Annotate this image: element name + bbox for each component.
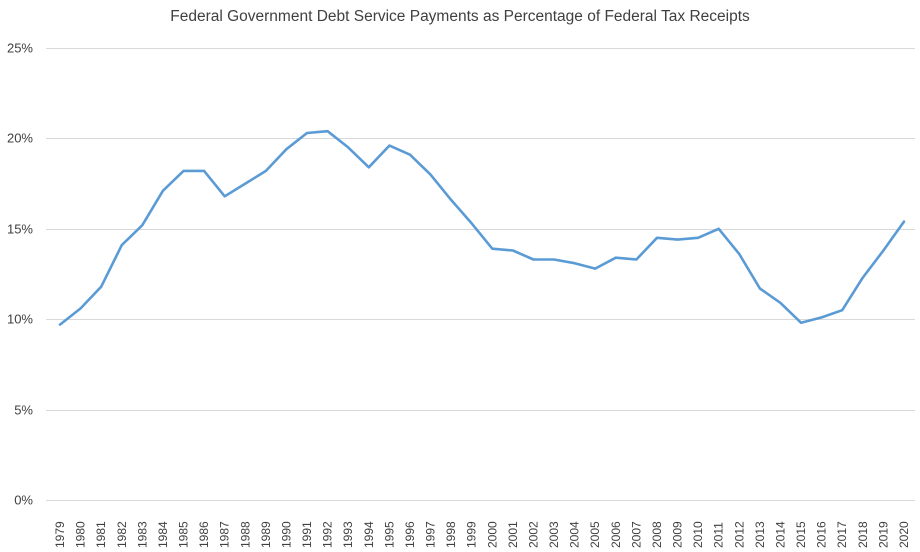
x-tick-label: 1997 <box>424 521 438 548</box>
x-tick-label: 2005 <box>588 521 602 548</box>
y-tick-label: 5% <box>14 403 33 418</box>
x-tick-label: 2020 <box>897 521 911 548</box>
x-tick-label: 2004 <box>568 521 582 548</box>
x-tick-label: 2000 <box>485 521 499 548</box>
x-tick-label: 2003 <box>547 521 561 548</box>
x-tick-label: 1982 <box>115 521 129 548</box>
x-tick-label: 2001 <box>506 521 520 548</box>
x-tick-label: 2014 <box>773 521 787 548</box>
x-tick-label: 1988 <box>238 521 252 548</box>
x-tick-label: 1989 <box>259 521 273 548</box>
y-tick-label: 10% <box>7 312 33 327</box>
x-tick-label: 1983 <box>135 521 149 548</box>
y-tick-label: 20% <box>7 131 33 146</box>
x-tick-label: 1995 <box>382 521 396 548</box>
x-tick-label: 1991 <box>300 521 314 548</box>
x-tick-label: 1986 <box>197 521 211 548</box>
x-tick-label: 2007 <box>629 521 643 548</box>
x-axis-tick-labels: 1979 1980 1981 1982 1983 1984 1985 1986 1987 1988… <box>53 521 911 548</box>
y-tick-label: 25% <box>7 41 33 56</box>
x-tick-label: 2009 <box>671 521 685 548</box>
y-tick-label: 0% <box>14 493 33 508</box>
x-tick-label: 2008 <box>650 521 664 548</box>
x-tick-label: 1998 <box>444 521 458 548</box>
x-tick-label: 1992 <box>321 521 335 548</box>
series-line <box>58 129 906 326</box>
x-tick-label: 2011 <box>712 522 726 548</box>
gridlines <box>46 48 915 501</box>
x-tick-label: 2017 <box>835 521 849 548</box>
series-group <box>58 129 906 326</box>
x-tick-label: 1994 <box>362 521 376 548</box>
chart-title: Federal Government Debt Service Payments… <box>170 8 750 25</box>
x-tick-label: 2006 <box>609 521 623 548</box>
x-tick-label: 2013 <box>753 521 767 548</box>
x-tick-label: 1981 <box>94 521 108 548</box>
x-tick-label: 1980 <box>74 521 88 548</box>
x-tick-label: 1990 <box>279 521 293 548</box>
x-tick-label: 1987 <box>218 521 232 548</box>
x-tick-label: 1984 <box>156 521 170 548</box>
y-tick-label: 15% <box>7 222 33 237</box>
x-tick-label: 2015 <box>794 521 808 548</box>
x-tick-label: 1979 <box>53 521 67 548</box>
x-tick-label: 2010 <box>691 521 705 548</box>
x-tick-label: 2018 <box>856 521 870 548</box>
y-axis-tick-labels: 0% 5% 10% 15% 20% 25% <box>7 41 33 508</box>
x-tick-label: 2019 <box>876 521 890 548</box>
x-tick-label: 1996 <box>403 521 417 548</box>
x-tick-label: 2012 <box>732 521 746 548</box>
x-tick-label: 2016 <box>815 521 829 548</box>
x-tick-label: 1993 <box>341 521 355 548</box>
x-tick-label: 2002 <box>526 521 540 548</box>
x-tick-label: 1999 <box>465 521 479 548</box>
x-tick-label: 1985 <box>177 521 191 548</box>
